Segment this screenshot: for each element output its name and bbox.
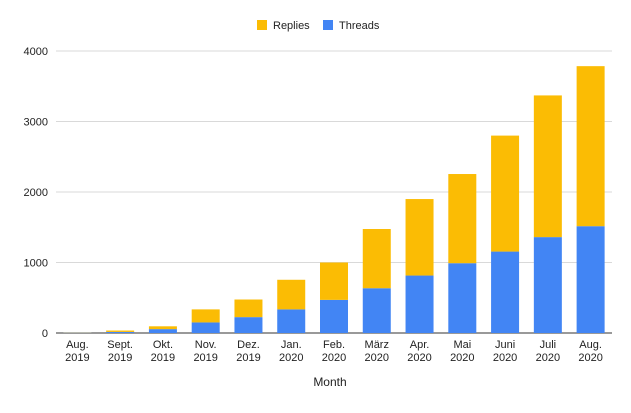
bar-threads [491, 252, 519, 333]
bar-replies [320, 263, 348, 300]
y-tick-label: 3000 [24, 117, 48, 129]
bar-threads [149, 329, 177, 333]
y-tick-label: 2000 [24, 187, 48, 199]
legend: Replies Threads [257, 20, 380, 32]
x-tick-label: Aug.2019 [65, 339, 89, 364]
x-tick-label: Okt.2019 [151, 339, 175, 364]
bar-replies [406, 199, 434, 275]
x-tick-label: Feb.2020 [322, 339, 346, 364]
bar-threads [448, 263, 476, 333]
bar-threads [363, 288, 391, 333]
legend-swatch-threads [323, 20, 333, 30]
bar-threads [277, 309, 305, 333]
bar-replies [149, 326, 177, 329]
x-tick-label: Aug.2020 [578, 339, 602, 364]
x-tick-label: Dez.2019 [236, 339, 260, 364]
x-axis-label: Month [313, 375, 346, 389]
bar-replies [491, 136, 519, 252]
bar-replies [192, 309, 220, 322]
bar-threads [106, 332, 134, 333]
bar-threads [234, 317, 262, 333]
legend-label-replies: Replies [273, 20, 310, 32]
bar-threads [320, 300, 348, 333]
y-tick-label: 0 [42, 328, 48, 340]
y-tick-label: 4000 [24, 46, 48, 58]
bar-replies [277, 280, 305, 310]
bar-threads [534, 237, 562, 333]
bar-replies [106, 331, 134, 332]
bar-threads [577, 226, 605, 333]
bars [63, 66, 604, 333]
legend-swatch-replies [257, 20, 267, 30]
bar-replies [577, 66, 605, 226]
x-tick-label: Sept.2019 [107, 339, 133, 364]
x-tick-label: Nov.2019 [193, 339, 217, 364]
x-tick-label: Apr.2020 [407, 339, 431, 364]
bar-replies [448, 174, 476, 263]
x-tick-label: Jan.2020 [279, 339, 303, 364]
legend-label-threads: Threads [339, 20, 380, 32]
bar-replies [363, 229, 391, 288]
bar-threads [192, 322, 220, 333]
y-tick-label: 1000 [24, 258, 48, 270]
bar-replies [534, 95, 562, 237]
bar-threads [406, 276, 434, 333]
bar-replies [234, 300, 262, 318]
y-tick-labels: 0 1000 2000 3000 4000 [24, 46, 48, 340]
x-tick-labels: Aug.2019 Sept.2019 Okt.2019 Nov.2019 Dez.201… [65, 339, 603, 364]
